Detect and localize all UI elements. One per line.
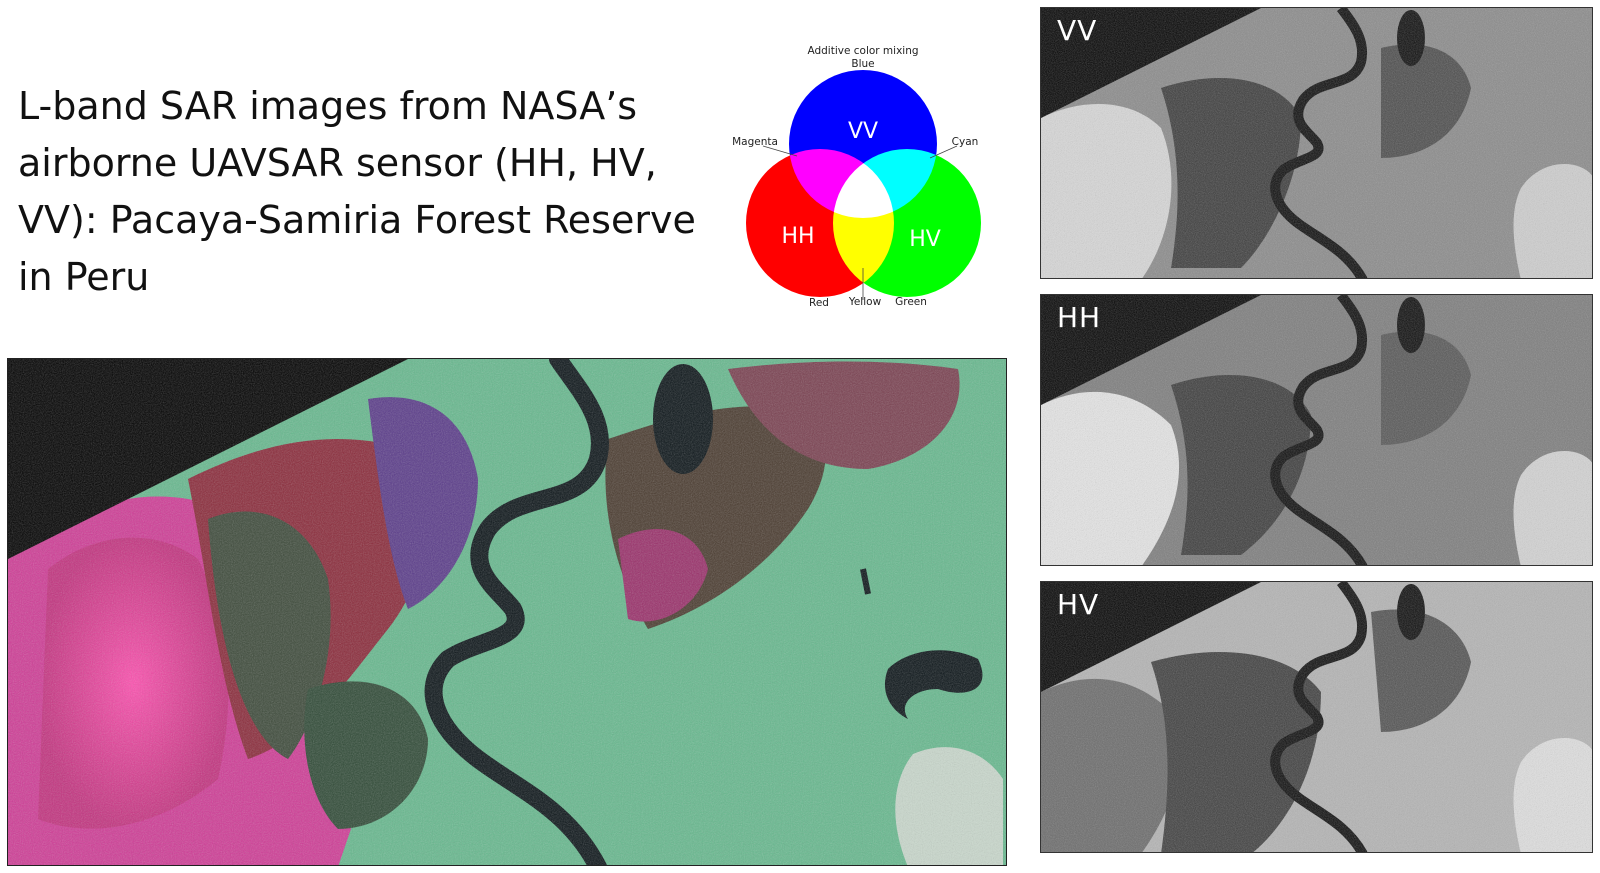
- color-mixing-diagram: Additive color mixing Blue VV HH HV Mage…: [725, 38, 1015, 328]
- magenta-label: Magenta: [732, 136, 778, 148]
- cyan-label: Cyan: [952, 136, 979, 148]
- hh-panel-label: HH: [1057, 301, 1102, 334]
- yellow-label: Yellow: [848, 296, 882, 308]
- hh-panel: HH: [1040, 294, 1593, 566]
- composite-sar-image: [7, 358, 1007, 866]
- hh-circle-label: HH: [781, 224, 814, 249]
- vv-panel: VV: [1040, 7, 1593, 279]
- hv-panel: HV: [1040, 581, 1593, 853]
- slide-title: L-band SAR images from NASA’s airborne U…: [18, 84, 696, 299]
- vv-circle-label: VV: [848, 119, 878, 144]
- diagram-heading: Additive color mixing: [807, 45, 918, 57]
- hv-circle-label: HV: [909, 227, 941, 252]
- blue-label: Blue: [851, 58, 874, 70]
- green-label: Green: [895, 296, 927, 308]
- hv-panel-label: HV: [1057, 588, 1100, 621]
- red-label: Red: [809, 297, 829, 309]
- vv-panel-label: VV: [1057, 14, 1098, 47]
- hv-green-circle: [833, 149, 981, 297]
